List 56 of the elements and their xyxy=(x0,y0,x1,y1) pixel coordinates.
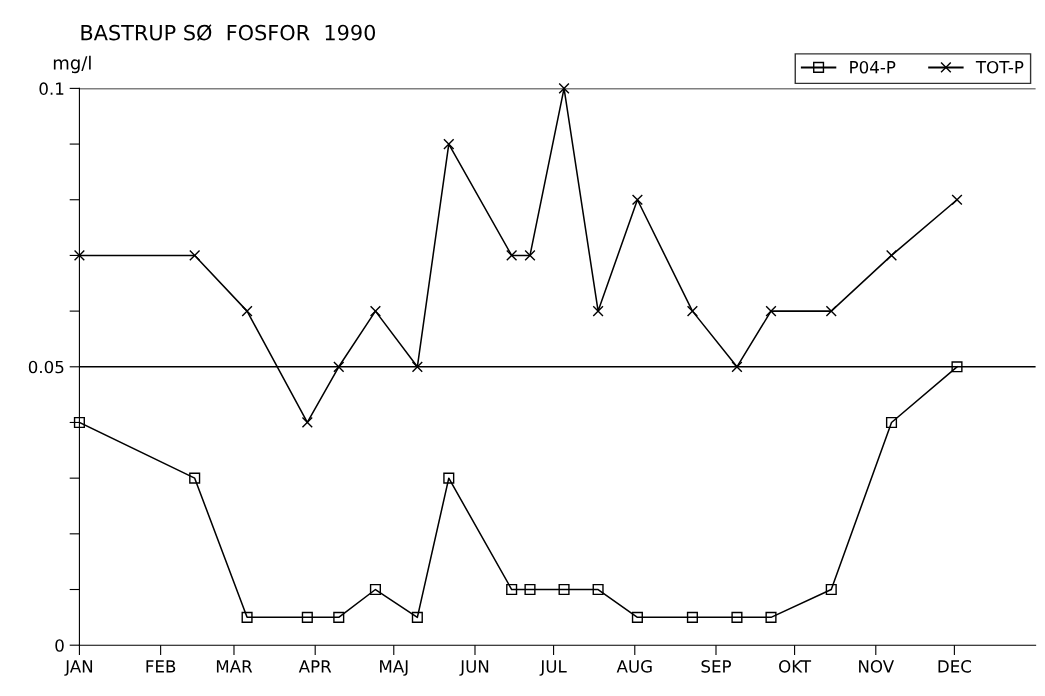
x-tick-label: SEP xyxy=(701,660,732,673)
point xyxy=(333,611,345,623)
point xyxy=(686,611,698,623)
x-tick-label: AUG xyxy=(616,660,652,673)
point xyxy=(443,472,455,484)
point xyxy=(506,583,518,596)
point xyxy=(951,361,963,373)
x-tick-label: APR xyxy=(298,660,332,673)
point xyxy=(241,305,253,317)
point xyxy=(73,416,85,429)
point xyxy=(825,305,837,317)
point xyxy=(765,305,777,317)
x-tick-label: MAJ xyxy=(380,660,408,676)
x-tick-label: MAR xyxy=(216,660,253,673)
point xyxy=(443,138,455,150)
point xyxy=(731,361,743,373)
x-tick-label: OKT xyxy=(779,660,812,673)
point xyxy=(411,611,423,623)
point xyxy=(301,611,313,623)
point xyxy=(558,583,570,596)
point xyxy=(731,611,743,623)
point xyxy=(333,361,345,373)
x-tick-label: FEB xyxy=(146,660,176,673)
point xyxy=(631,194,643,206)
legend-label: P04-P xyxy=(850,60,896,74)
point xyxy=(592,305,604,317)
y-tick-label: 0.1 xyxy=(39,82,64,95)
y-tick-label: 0 xyxy=(55,639,64,652)
point xyxy=(241,611,253,623)
point xyxy=(524,583,536,596)
point xyxy=(73,249,85,261)
x-tick-label: JAN xyxy=(64,660,93,676)
y-axis-title: mg/l xyxy=(53,55,91,74)
y-tick-label: 0.05 xyxy=(28,360,64,374)
point xyxy=(369,583,381,596)
point xyxy=(411,361,423,373)
x-tick-label: DEC xyxy=(938,660,971,673)
x-tick-label: NOV xyxy=(859,660,894,673)
point xyxy=(301,416,313,429)
point xyxy=(825,583,837,596)
point xyxy=(506,249,518,261)
point xyxy=(592,583,604,596)
x-tick-label: JUL xyxy=(539,660,567,676)
point xyxy=(369,305,381,317)
x-tick-label: JUN xyxy=(459,660,489,676)
chart-title: BASTRUP SØ FOSFOR 1990 xyxy=(81,24,376,41)
point xyxy=(189,472,201,484)
point xyxy=(524,249,536,261)
point xyxy=(558,82,570,94)
point xyxy=(189,249,201,261)
point xyxy=(765,611,777,623)
point xyxy=(686,305,698,317)
point xyxy=(631,611,643,623)
point xyxy=(951,194,963,206)
legend-label: TOT-P xyxy=(975,60,1024,74)
point xyxy=(885,416,898,429)
